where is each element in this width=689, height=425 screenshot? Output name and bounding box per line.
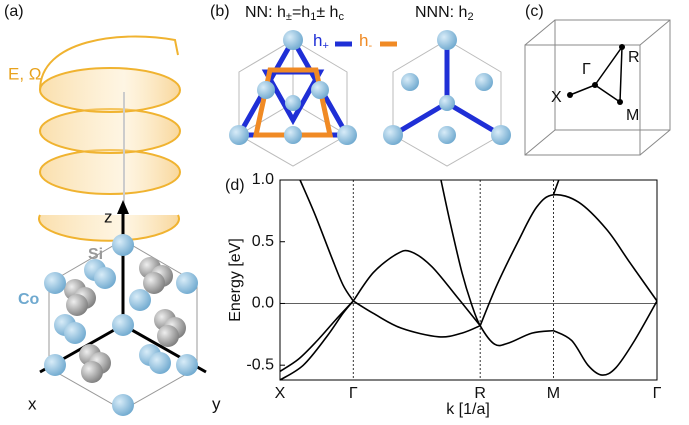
y-tick-label: 0.0 [252, 295, 274, 312]
point-label: R [628, 49, 640, 66]
band-line [299, 179, 354, 302]
point-label: Γ [582, 61, 591, 78]
band-line [279, 300, 354, 373]
x-tick-label: X [275, 385, 286, 402]
axis-label: z [104, 207, 113, 226]
label-part: =h [292, 4, 310, 21]
plot-frame [279, 179, 658, 381]
x-tick-label: R [474, 385, 486, 402]
band-line [279, 300, 354, 381]
brillouin-zone [524, 19, 671, 156]
subscript: 1 [310, 11, 316, 23]
x-tick-label: M [547, 385, 560, 402]
legend-label: h- [359, 31, 372, 51]
point-label: M [626, 107, 639, 124]
subscript: c [338, 11, 344, 23]
band-line [553, 300, 658, 376]
label-part: NN: h [245, 4, 286, 21]
crystal [39, 200, 207, 416]
point-label: X [551, 89, 562, 106]
nnn-diagram [383, 30, 511, 167]
axis-label: y [212, 394, 221, 413]
subscript: 2 [467, 11, 473, 23]
panel-label: (b) [210, 3, 230, 20]
panel-label: (d) [225, 177, 245, 194]
nn-diagram [229, 30, 397, 167]
atom-label: Co [18, 291, 40, 308]
field-label: E, Ω [8, 64, 42, 83]
bands [279, 179, 658, 381]
subscript: + [322, 40, 328, 52]
band-line [479, 193, 658, 326]
band-line [552, 179, 560, 196]
band-line [352, 249, 481, 327]
y-tick-label: 0.5 [252, 233, 274, 250]
subscript: ± [286, 11, 292, 23]
y-tick-label: 1.0 [252, 171, 274, 188]
nnn-label: NNN: h2 [415, 4, 474, 23]
label-part: NNN: h [415, 4, 467, 21]
legend-label: h+ [313, 31, 329, 51]
x-tick-label: Γ [653, 385, 662, 402]
y-axis-label: Energy [eV] [227, 238, 244, 322]
helix [38, 35, 181, 242]
axis-label: x [28, 394, 37, 413]
label-part: h [313, 31, 322, 50]
x-axis-label: k [1/a] [446, 401, 490, 418]
x-tick-label: Γ [349, 385, 358, 402]
nn-label: NN: h±=h1± hc [245, 4, 344, 23]
panel-label: (c) [525, 3, 544, 20]
panel-label: (a) [4, 3, 24, 20]
label-part: ± h [316, 4, 338, 21]
subscript: - [368, 40, 372, 52]
band-line [352, 300, 481, 338]
atom-label: Si [88, 246, 103, 263]
y-tick-label: -0.5 [246, 356, 274, 373]
label-part: h [359, 31, 368, 50]
band-line [440, 179, 554, 347]
